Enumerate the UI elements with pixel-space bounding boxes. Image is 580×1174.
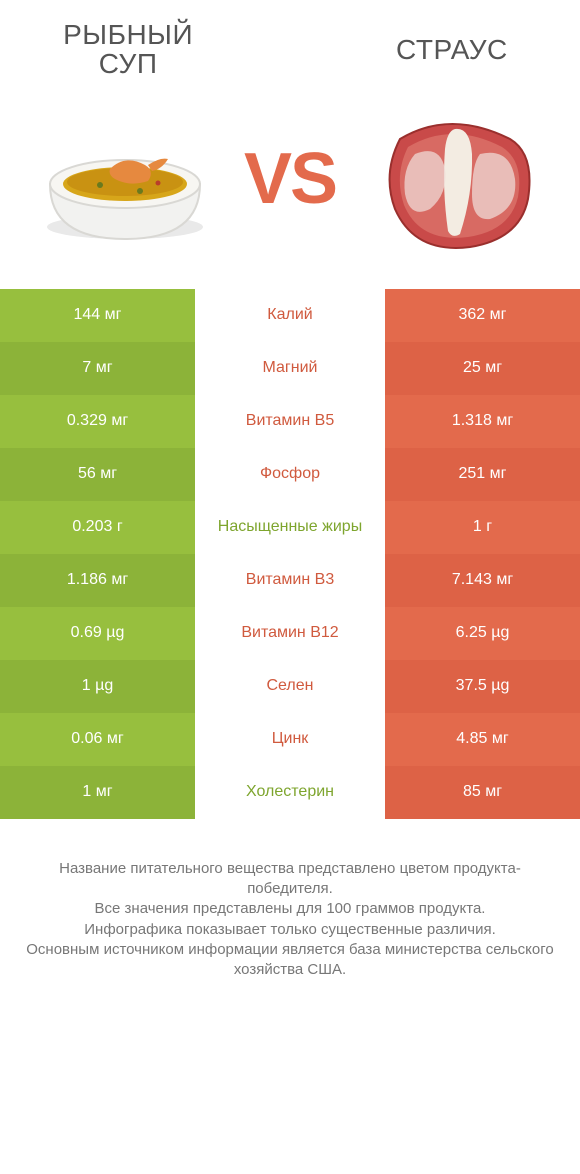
left-value-cell: 0.69 µg bbox=[0, 607, 195, 660]
table-row: 1.186 мгВитамин B37.143 мг bbox=[0, 554, 580, 607]
nutrient-label-cell: Цинк bbox=[195, 713, 385, 766]
left-value-cell: 144 мг bbox=[0, 289, 195, 342]
nutrient-label-cell: Селен bbox=[195, 660, 385, 713]
comparison-table: 144 мгКалий362 мг7 мгМагний25 мг0.329 мг… bbox=[0, 289, 580, 819]
table-row: 56 мгФосфор251 мг bbox=[0, 448, 580, 501]
right-value-cell: 1 г bbox=[385, 501, 580, 554]
table-row: 1 µgСелен37.5 µg bbox=[0, 660, 580, 713]
left-product-image bbox=[30, 99, 220, 259]
right-value-cell: 25 мг bbox=[385, 342, 580, 395]
right-product-image bbox=[360, 99, 550, 259]
table-row: 0.69 µgВитамин B126.25 µg bbox=[0, 607, 580, 660]
table-row: 1 мгХолестерин85 мг bbox=[0, 766, 580, 819]
right-value-cell: 362 мг bbox=[385, 289, 580, 342]
table-row: 0.06 мгЦинк4.85 мг bbox=[0, 713, 580, 766]
nutrient-label-cell: Фосфор bbox=[195, 448, 385, 501]
footer-line: Основным источником информации является … bbox=[22, 940, 558, 981]
footer-line: Название питательного вещества представл… bbox=[22, 859, 558, 900]
right-product-title: СТРАУС bbox=[354, 35, 550, 64]
footer-line: Все значения представлены для 100 граммо… bbox=[22, 899, 558, 919]
vs-label: VS bbox=[244, 138, 336, 220]
right-value-cell: 4.85 мг bbox=[385, 713, 580, 766]
right-value-cell: 1.318 мг bbox=[385, 395, 580, 448]
left-value-cell: 7 мг bbox=[0, 342, 195, 395]
right-value-cell: 37.5 µg bbox=[385, 660, 580, 713]
table-row: 0.329 мгВитамин B51.318 мг bbox=[0, 395, 580, 448]
table-row: 144 мгКалий362 мг bbox=[0, 289, 580, 342]
infographic-container: РЫБНЫЙ СУП СТРАУС VS bbox=[0, 0, 580, 980]
nutrient-label-cell: Насыщенные жиры bbox=[195, 501, 385, 554]
left-value-cell: 0.329 мг bbox=[0, 395, 195, 448]
left-value-cell: 1 мг bbox=[0, 766, 195, 819]
nutrient-label-cell: Калий bbox=[195, 289, 385, 342]
table-row: 0.203 гНасыщенные жиры1 г bbox=[0, 501, 580, 554]
left-value-cell: 0.203 г bbox=[0, 501, 195, 554]
left-value-cell: 56 мг bbox=[0, 448, 195, 501]
right-value-cell: 251 мг bbox=[385, 448, 580, 501]
vs-row: VS bbox=[0, 79, 580, 289]
left-value-cell: 1.186 мг bbox=[0, 554, 195, 607]
footer-line: Инфографика показывает только существенн… bbox=[22, 920, 558, 940]
left-value-cell: 1 µg bbox=[0, 660, 195, 713]
nutrient-label-cell: Магний bbox=[195, 342, 385, 395]
nutrient-label-cell: Витамин B3 bbox=[195, 554, 385, 607]
right-value-cell: 85 мг bbox=[385, 766, 580, 819]
header-row: РЫБНЫЙ СУП СТРАУС bbox=[0, 0, 580, 79]
nutrient-label-cell: Витамин B12 bbox=[195, 607, 385, 660]
table-row: 7 мгМагний25 мг bbox=[0, 342, 580, 395]
nutrient-label-cell: Витамин B5 bbox=[195, 395, 385, 448]
nutrient-label-cell: Холестерин bbox=[195, 766, 385, 819]
footer-notes: Название питательного вещества представл… bbox=[0, 819, 580, 981]
left-product-title: РЫБНЫЙ СУП bbox=[30, 20, 226, 79]
right-value-cell: 6.25 µg bbox=[385, 607, 580, 660]
right-value-cell: 7.143 мг bbox=[385, 554, 580, 607]
left-value-cell: 0.06 мг bbox=[0, 713, 195, 766]
